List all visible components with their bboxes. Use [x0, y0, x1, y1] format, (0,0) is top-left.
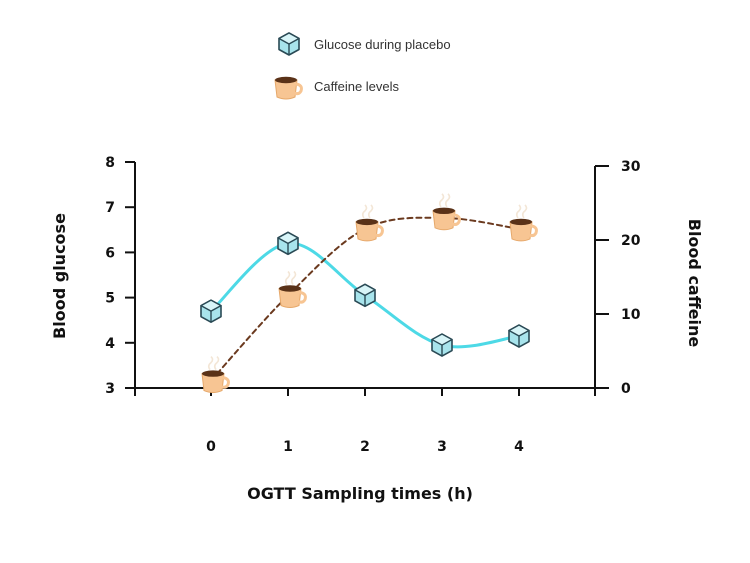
- legend-item-caffeine: Caffeine levels: [273, 75, 400, 101]
- x-tick-label: 3: [437, 439, 447, 455]
- y-axis-left-title: Blood glucose: [50, 213, 69, 339]
- x-tick-label: 0: [206, 439, 216, 455]
- glucose-point-ice-cube-icon: [200, 299, 222, 323]
- y-left-tick-label: 4: [105, 336, 115, 352]
- ice-cube-icon: [278, 32, 300, 56]
- glucose-point-ice-cube-icon: [508, 324, 530, 348]
- glucose-point-ice-cube-icon: [354, 283, 376, 308]
- caffeine-point-coffee-cup-icon: [200, 355, 230, 395]
- x-tick-label: 1: [283, 439, 293, 455]
- y-left-tick-label: 3: [105, 381, 115, 397]
- legend-item-glucose: Glucose during placebo: [278, 32, 451, 56]
- y-right-tick-label: 10: [621, 307, 641, 323]
- y-right-tick-label: 20: [621, 233, 641, 249]
- x-tick-label: 4: [514, 439, 524, 455]
- legend-label-glucose: Glucose during placebo: [314, 37, 451, 52]
- caffeine-point-coffee-cup-icon: [354, 204, 384, 243]
- caffeine-point-coffee-cup-icon: [431, 193, 461, 232]
- x-axis-title: OGTT Sampling times (h): [247, 484, 473, 503]
- axes: 0 1 2 3 4 3 4 5 6 7 8 0 10 20 30: [105, 155, 640, 455]
- legend-label-caffeine: Caffeine levels: [314, 79, 400, 94]
- y-left-tick-label: 8: [105, 155, 115, 171]
- x-tick-label: 2: [360, 439, 370, 455]
- y-left-tick-label: 7: [105, 200, 115, 216]
- series-layer: [200, 193, 538, 395]
- caffeine-point-coffee-cup-icon: [508, 204, 538, 243]
- y-axis-right-title: Blood caffeine: [685, 219, 704, 348]
- y-right-tick-label: 0: [621, 381, 631, 397]
- glucose-point-ice-cube-icon: [277, 231, 299, 256]
- legend: Glucose during placebo Caffeine levels: [273, 32, 451, 101]
- glucose-point-ice-cube-icon: [431, 333, 453, 357]
- y-right-tick-label: 30: [621, 159, 641, 175]
- coffee-cup-icon: [273, 75, 303, 101]
- caffeine-point-coffee-cup-icon: [277, 270, 307, 309]
- y-left-tick-label: 5: [105, 291, 115, 307]
- y-left-tick-label: 6: [105, 245, 115, 261]
